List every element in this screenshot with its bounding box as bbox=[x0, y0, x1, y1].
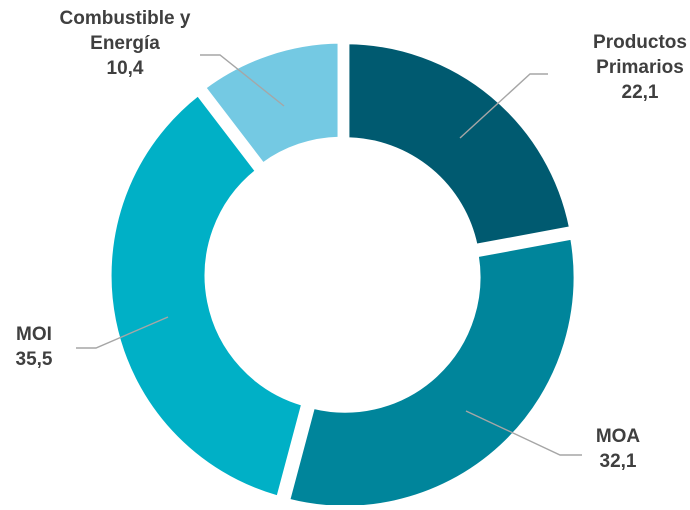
data-label-value-4: 10,4 bbox=[107, 58, 144, 79]
leader-line-4 bbox=[200, 54, 285, 107]
data-label-category-4: Combustible y bbox=[60, 8, 191, 29]
donut-slice-1 bbox=[346, 41, 573, 248]
slice-group bbox=[108, 40, 577, 509]
data-label-category-1: Productos bbox=[593, 32, 687, 53]
donut-slice-2 bbox=[286, 236, 577, 509]
data-label-category-4: Energía bbox=[90, 33, 160, 54]
leader-line-2 bbox=[465, 410, 582, 456]
donut-slice-4 bbox=[202, 40, 341, 166]
data-label-value-3: 35,5 bbox=[16, 349, 53, 370]
data-label-category-2: MOA bbox=[596, 426, 641, 447]
data-label-category-3: MOI bbox=[16, 324, 52, 345]
data-label-value-2: 32,1 bbox=[600, 451, 637, 472]
leader-line-3 bbox=[76, 316, 169, 349]
leader-line-group bbox=[76, 54, 582, 456]
data-label-category-1: Primarios bbox=[596, 57, 684, 78]
data-label-value-1: 22,1 bbox=[622, 82, 659, 103]
donut-slice-3 bbox=[108, 92, 305, 499]
data-label-group: Productos Primarios 22,1 MOA 32,1 MOI 35,5 Comb… bbox=[16, 8, 687, 472]
leader-line-1 bbox=[459, 73, 548, 139]
